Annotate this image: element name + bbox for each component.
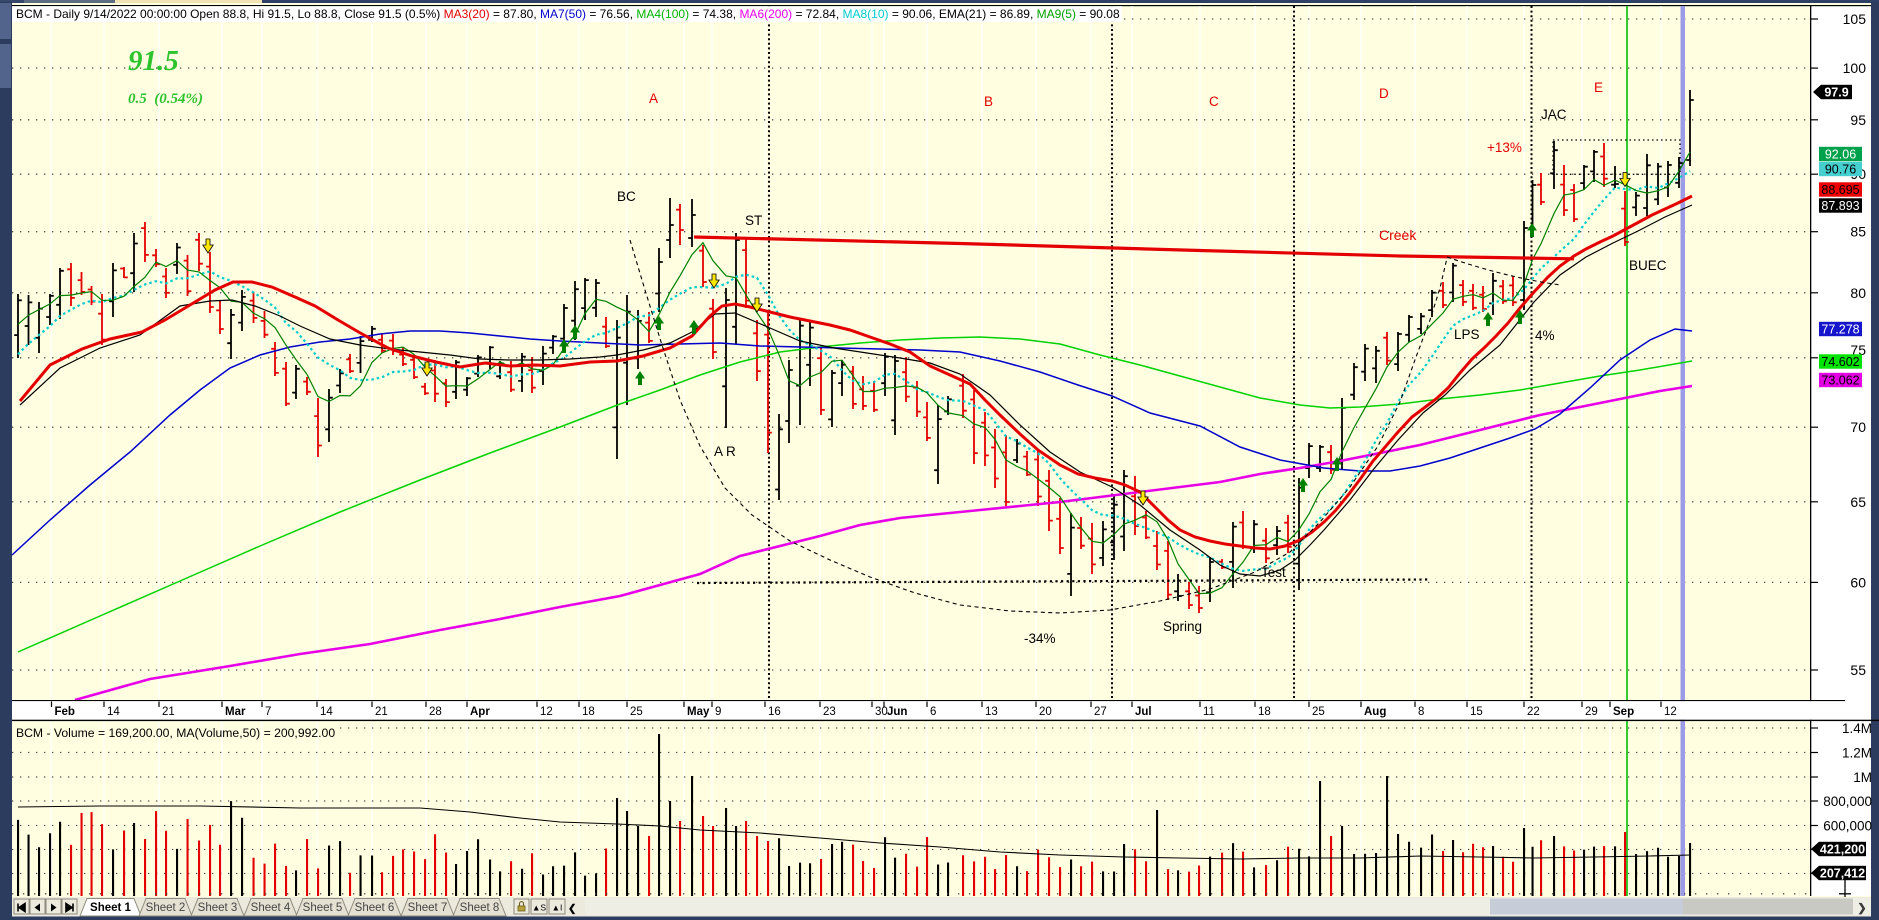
svg-text:D: D [1379, 86, 1389, 101]
svg-text:16: 16 [768, 706, 781, 718]
svg-text:Creek: Creek [1379, 227, 1417, 243]
svg-text:May: May [687, 706, 710, 718]
svg-text:18: 18 [582, 706, 595, 718]
svg-text:27: 27 [1094, 706, 1107, 718]
svg-text:88.695: 88.695 [1821, 183, 1859, 197]
svg-text:29: 29 [1585, 706, 1598, 718]
svg-text:JAC: JAC [1541, 107, 1567, 122]
svg-text:0.5 (0.54%): 0.5 (0.54%) [128, 91, 203, 107]
svg-text:421,200: 421,200 [1820, 843, 1865, 857]
svg-text:C: C [1209, 94, 1219, 109]
svg-text:Mar: Mar [225, 706, 246, 718]
svg-text:A: A [649, 91, 658, 106]
svg-text:55: 55 [1850, 662, 1866, 678]
svg-text:Feb: Feb [55, 706, 75, 718]
svg-text:LPS: LPS [1454, 327, 1480, 342]
svg-text:A R: A R [714, 444, 736, 459]
svg-text:Sheet 8: Sheet 8 [460, 902, 500, 914]
svg-text:6: 6 [930, 706, 936, 718]
svg-text:Sheet 2: Sheet 2 [146, 902, 186, 914]
svg-text:Aug: Aug [1364, 706, 1386, 718]
svg-text:13: 13 [985, 706, 998, 718]
svg-text:800,000: 800,000 [1823, 794, 1872, 809]
svg-text:18: 18 [1258, 706, 1271, 718]
svg-text:105: 105 [1843, 11, 1867, 27]
svg-text:28: 28 [429, 706, 442, 718]
svg-text:100: 100 [1843, 60, 1867, 76]
svg-text:Jul: Jul [1135, 706, 1152, 718]
svg-text:77.278: 77.278 [1821, 323, 1859, 337]
svg-text:20: 20 [1039, 706, 1052, 718]
svg-text:23: 23 [823, 706, 836, 718]
svg-text:97.9: 97.9 [1824, 86, 1848, 100]
svg-text:80: 80 [1850, 285, 1866, 301]
svg-text:21: 21 [375, 706, 388, 718]
svg-text:75: 75 [1850, 342, 1866, 358]
svg-text:Sheet 4: Sheet 4 [251, 902, 291, 914]
svg-text:12: 12 [540, 706, 553, 718]
svg-text:E: E [1594, 80, 1603, 95]
svg-text:Test: Test [1261, 565, 1286, 580]
svg-text:▲S: ▲S [532, 903, 546, 913]
svg-text:Sep: Sep [1613, 706, 1634, 718]
svg-text:9: 9 [715, 706, 721, 718]
svg-text:BUEC: BUEC [1629, 258, 1667, 273]
svg-text:❯: ❯ [1857, 903, 1866, 915]
svg-text:BC: BC [617, 189, 636, 204]
svg-text:1.2M: 1.2M [1842, 746, 1872, 761]
svg-text:74.602: 74.602 [1821, 355, 1859, 369]
svg-text:ST: ST [745, 213, 762, 228]
svg-text:Sheet 6: Sheet 6 [355, 902, 395, 914]
svg-text:▲I: ▲I [552, 903, 563, 913]
svg-text:12: 12 [1664, 706, 1677, 718]
svg-text:90.76: 90.76 [1825, 163, 1856, 177]
svg-text:95: 95 [1850, 112, 1866, 128]
svg-text:8: 8 [1418, 706, 1424, 718]
svg-text:7: 7 [265, 706, 271, 718]
svg-text:BCM - Daily 9/14/2022 00:00:00: BCM - Daily 9/14/2022 00:00:00 Open 88.8… [16, 7, 1120, 21]
svg-text:21: 21 [162, 706, 175, 718]
svg-text:Apr: Apr [470, 706, 490, 718]
svg-text:Sheet 7: Sheet 7 [408, 902, 448, 914]
svg-text:87.893: 87.893 [1821, 199, 1859, 213]
svg-text:207,412: 207,412 [1820, 867, 1865, 881]
svg-text:85: 85 [1850, 224, 1866, 240]
svg-text:14: 14 [107, 706, 120, 718]
svg-text:60: 60 [1850, 574, 1866, 590]
svg-text:Spring: Spring [1163, 619, 1202, 634]
svg-text:22: 22 [1527, 706, 1540, 718]
svg-text:Sheet 3: Sheet 3 [198, 902, 238, 914]
svg-text:1.4M: 1.4M [1842, 721, 1872, 736]
svg-text:B: B [984, 94, 993, 109]
svg-text:30: 30 [875, 706, 888, 718]
svg-text:92.06: 92.06 [1825, 148, 1856, 162]
svg-text:❮: ❮ [568, 904, 576, 915]
svg-text:Sheet 1: Sheet 1 [90, 902, 132, 914]
svg-text:73.062: 73.062 [1821, 374, 1859, 388]
svg-text:1M: 1M [1853, 770, 1872, 785]
svg-text:Jun: Jun [887, 706, 907, 718]
svg-text:14: 14 [320, 706, 333, 718]
svg-text:600,000: 600,000 [1823, 819, 1872, 834]
svg-text:25: 25 [630, 706, 643, 718]
svg-text:15: 15 [1470, 706, 1483, 718]
svg-text:BCM - Volume = 169,200.00, MA(: BCM - Volume = 169,200.00, MA(Volume,50)… [16, 726, 335, 740]
svg-text:Sheet 5: Sheet 5 [303, 902, 343, 914]
svg-text:4%: 4% [1535, 328, 1555, 343]
svg-text:11: 11 [1203, 706, 1215, 718]
svg-text:70: 70 [1850, 419, 1866, 435]
svg-text:91.5: 91.5 [128, 45, 179, 77]
svg-text:-34%: -34% [1024, 631, 1056, 646]
svg-text:+13%: +13% [1487, 140, 1522, 155]
svg-text:65: 65 [1850, 494, 1866, 510]
svg-text:25: 25 [1312, 706, 1325, 718]
